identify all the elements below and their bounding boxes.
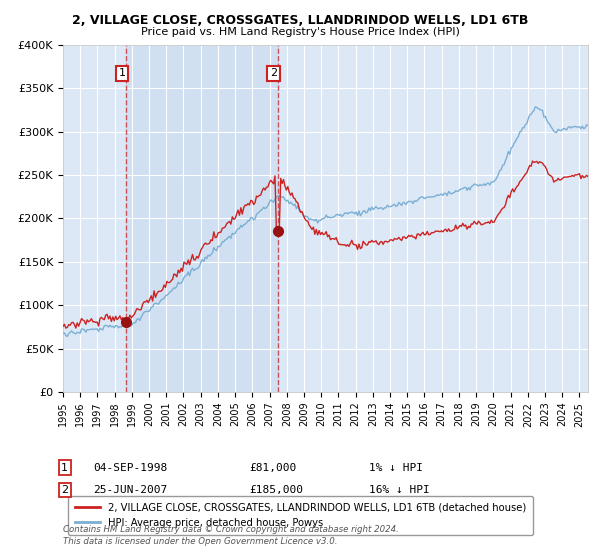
Bar <box>126 45 278 392</box>
Text: Price paid vs. HM Land Registry's House Price Index (HPI): Price paid vs. HM Land Registry's House … <box>140 27 460 37</box>
Text: 1% ↓ HPI: 1% ↓ HPI <box>369 463 423 473</box>
Text: 2: 2 <box>270 68 277 78</box>
Text: 2: 2 <box>61 485 68 495</box>
Legend: 2, VILLAGE CLOSE, CROSSGATES, LLANDRINDOD WELLS, LD1 6TB (detached house), HPI: : 2, VILLAGE CLOSE, CROSSGATES, LLANDRINDO… <box>68 496 533 535</box>
Text: Contains HM Land Registry data © Crown copyright and database right 2024.: Contains HM Land Registry data © Crown c… <box>63 525 399 534</box>
Text: 1: 1 <box>61 463 68 473</box>
Text: 2, VILLAGE CLOSE, CROSSGATES, LLANDRINDOD WELLS, LD1 6TB: 2, VILLAGE CLOSE, CROSSGATES, LLANDRINDO… <box>72 14 528 27</box>
Text: 25-JUN-2007: 25-JUN-2007 <box>93 485 167 495</box>
Text: £81,000: £81,000 <box>249 463 296 473</box>
Text: This data is licensed under the Open Government Licence v3.0.: This data is licensed under the Open Gov… <box>63 537 337 546</box>
Text: 1: 1 <box>118 68 125 78</box>
Text: 04-SEP-1998: 04-SEP-1998 <box>93 463 167 473</box>
Text: £185,000: £185,000 <box>249 485 303 495</box>
Text: 16% ↓ HPI: 16% ↓ HPI <box>369 485 430 495</box>
